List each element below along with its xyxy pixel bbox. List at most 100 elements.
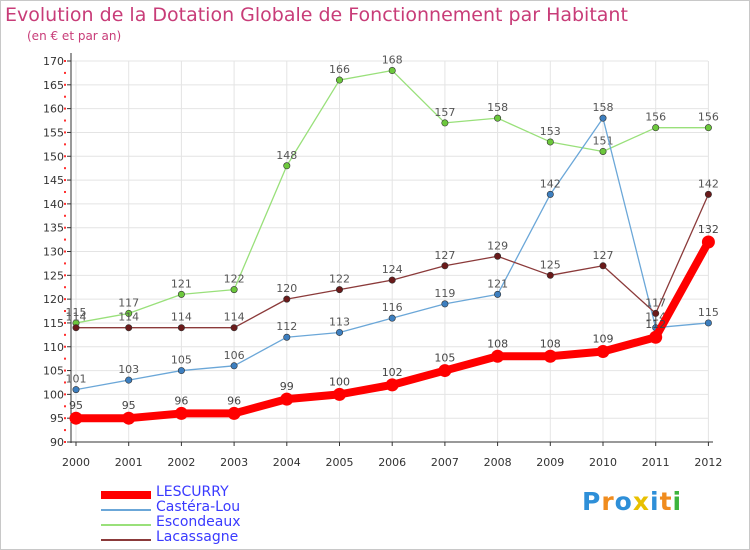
data-label: 168 — [382, 54, 403, 67]
data-point — [177, 324, 185, 332]
y-minor-tick — [64, 417, 66, 420]
data-point — [701, 235, 715, 249]
data-point — [230, 362, 238, 370]
y-tick-label: 105 — [43, 365, 64, 378]
data-point — [704, 124, 712, 132]
y-minor-tick — [64, 71, 66, 74]
data-point — [283, 333, 291, 341]
data-point — [125, 376, 133, 384]
data-point — [385, 378, 399, 392]
data-label: 156 — [698, 111, 719, 124]
data-label: 96 — [227, 394, 241, 407]
data-label: 108 — [540, 337, 561, 350]
data-point — [69, 411, 83, 425]
y-minor-tick — [64, 274, 66, 277]
data-label: 166 — [329, 63, 350, 76]
data-label: 125 — [540, 258, 561, 271]
y-tick-label: 155 — [43, 126, 64, 139]
line-chart: 9095100105110115120125130135140145150155… — [43, 53, 722, 469]
data-point — [652, 124, 660, 132]
y-minor-tick — [64, 441, 66, 443]
y-minor-tick — [64, 250, 66, 253]
data-point — [388, 314, 396, 322]
y-tick-label: 170 — [43, 55, 64, 68]
data-label: 101 — [66, 373, 87, 386]
legend-swatch — [101, 491, 151, 499]
data-label: 100 — [329, 375, 350, 388]
data-point — [494, 290, 502, 298]
legend-label: Lacassagne — [156, 529, 239, 545]
data-label: 105 — [171, 354, 192, 367]
data-point — [72, 386, 80, 394]
data-point — [388, 276, 396, 284]
y-tick-label: 135 — [43, 222, 64, 235]
data-label: 148 — [276, 149, 297, 162]
y-minor-tick — [64, 202, 66, 205]
data-label: 95 — [69, 399, 83, 412]
y-minor-tick — [64, 262, 66, 265]
legend-label: Escondeaux — [156, 514, 241, 530]
data-point — [125, 309, 133, 317]
data-label: 102 — [382, 366, 403, 379]
x-tick-label: 2011 — [642, 456, 670, 469]
data-label: 121 — [487, 277, 508, 290]
y-minor-tick — [64, 298, 66, 301]
data-point — [72, 324, 80, 332]
legend-swatch — [101, 524, 151, 526]
data-point — [704, 319, 712, 327]
x-tick-label: 2006 — [378, 456, 406, 469]
y-minor-tick — [64, 143, 66, 146]
y-tick-label: 160 — [43, 103, 64, 116]
y-minor-tick — [64, 357, 66, 360]
x-tick-label: 2003 — [220, 456, 248, 469]
data-label: 117 — [645, 296, 666, 309]
data-point — [335, 286, 343, 294]
data-label: 132 — [698, 223, 719, 236]
data-label: 113 — [329, 315, 350, 328]
data-label: 158 — [593, 101, 614, 114]
logo-letter: r — [601, 487, 615, 516]
data-label: 112 — [276, 320, 297, 333]
data-label: 142 — [540, 177, 561, 190]
data-point — [441, 119, 449, 127]
y-tick-label: 100 — [43, 388, 64, 401]
y-minor-tick — [64, 321, 66, 324]
y-minor-tick — [64, 119, 66, 122]
y-tick-label: 150 — [43, 150, 64, 163]
y-tick-label: 110 — [43, 341, 64, 354]
y-minor-tick — [64, 226, 66, 229]
legend-label: Castéra-Lou — [156, 499, 241, 515]
data-label: 114 — [118, 311, 139, 324]
chart-title: Evolution de la Dotation Globale de Fonc… — [5, 4, 628, 26]
data-point — [599, 114, 607, 122]
data-label: 122 — [329, 273, 350, 286]
data-point — [230, 324, 238, 332]
data-point — [652, 309, 660, 317]
y-minor-tick — [64, 167, 66, 170]
data-label: 122 — [224, 273, 245, 286]
x-tick-label: 2012 — [694, 456, 722, 469]
x-tick-label: 2007 — [431, 456, 459, 469]
y-minor-tick — [64, 333, 66, 336]
data-label: 156 — [645, 111, 666, 124]
legend-swatch — [101, 539, 151, 541]
data-point — [649, 330, 663, 344]
data-label: 116 — [382, 301, 403, 314]
y-tick-label: 165 — [43, 79, 64, 92]
data-label: 158 — [487, 101, 508, 114]
logo-letter: P — [582, 487, 602, 516]
data-label: 127 — [434, 249, 455, 262]
data-point — [333, 387, 346, 401]
data-point — [283, 295, 291, 303]
y-minor-tick — [64, 190, 66, 193]
data-point — [543, 349, 557, 363]
data-point — [227, 406, 241, 420]
data-label: 153 — [540, 125, 561, 138]
data-label: 108 — [487, 337, 508, 350]
data-point — [704, 190, 712, 198]
logo-letter: t — [659, 487, 673, 516]
data-point — [177, 367, 185, 375]
y-minor-tick — [64, 286, 66, 289]
y-minor-tick — [64, 107, 66, 110]
data-label: 124 — [382, 263, 403, 276]
